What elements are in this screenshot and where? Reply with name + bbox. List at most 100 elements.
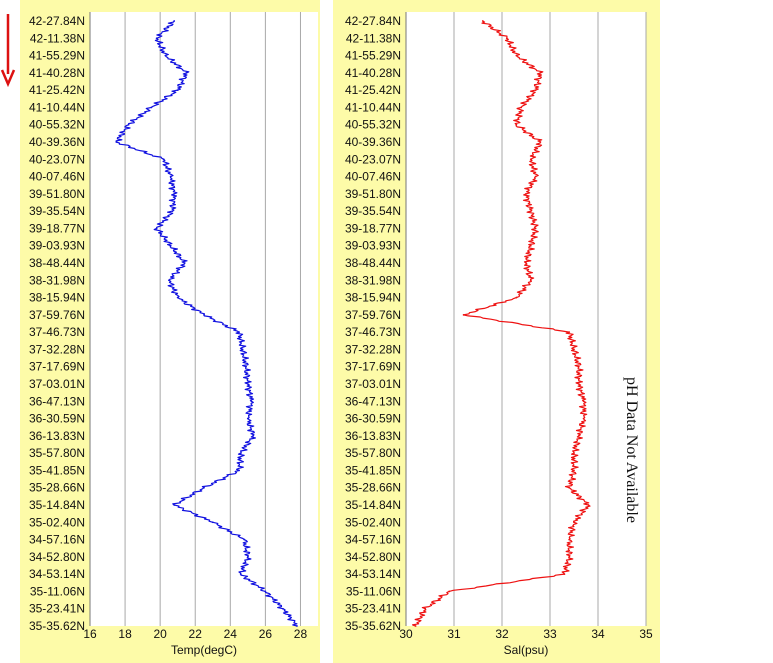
- sal-data-point: [568, 555, 571, 558]
- temp-y-tick-label: 39-51.80N: [29, 187, 85, 201]
- temp-y-tick-label: 34-57.16N: [29, 533, 85, 547]
- sal-y-tick-label: 37-46.73N: [345, 325, 401, 339]
- sal-y-tick-label: 36-13.83N: [345, 429, 401, 443]
- temp-data-point: [246, 383, 249, 385]
- temp-y-tick-label: 35-41.85N: [29, 463, 85, 477]
- sal-y-tick-label: 42-11.38N: [346, 31, 401, 45]
- sal-data-point: [573, 521, 575, 524]
- sal-data-point: [462, 313, 465, 316]
- temp-y-tick-label: 35-28.66N: [29, 481, 85, 495]
- sal-y-tick-label: 35-41.85N: [345, 463, 401, 477]
- temp-data-point: [173, 192, 176, 195]
- sal-plot-area: [406, 12, 646, 626]
- sal-y-tick-label: 35-02.40N: [345, 515, 401, 529]
- temp-data-point: [203, 486, 205, 489]
- temp-series-line: [115, 20, 298, 627]
- temp-x-tick-label: 20: [153, 627, 167, 641]
- temp-y-tick-label: 35-57.80N: [29, 446, 85, 460]
- sal-data-point: [573, 348, 575, 351]
- temp-y-tick-label: 42-11.38N: [30, 31, 85, 45]
- sal-data-point: [539, 71, 542, 74]
- sal-data-point: [577, 365, 580, 368]
- sal-y-tick-label: 34-52.80N: [345, 550, 401, 564]
- temp-y-tick-label: 40-23.07N: [29, 152, 85, 166]
- sal-data-point: [525, 262, 527, 264]
- temp-x-tick-label: 24: [224, 627, 238, 641]
- sal-data-point: [515, 54, 518, 57]
- sal-data-point: [481, 20, 484, 22]
- temp-data-point: [245, 365, 247, 368]
- sal-data-point: [529, 244, 532, 247]
- sal-y-tick-label: 35-23.41N: [345, 602, 401, 616]
- sal-data-point: [582, 400, 585, 403]
- sal-y-tick-label: 40-23.07N: [345, 152, 401, 166]
- sal-data-point: [515, 123, 518, 126]
- temp-data-point: [164, 54, 167, 57]
- temp-y-tick-label: 36-30.59N: [29, 412, 85, 426]
- temp-y-tick-label: 41-55.29N: [29, 49, 85, 63]
- temp-y-tick-label: 35-35.62N: [29, 619, 85, 633]
- sal-y-tick-label: 38-15.94N: [345, 291, 401, 305]
- sal-data-point: [520, 106, 523, 109]
- temp-y-tick-label: 39-18.77N: [29, 221, 85, 235]
- sal-data-point: [587, 504, 590, 506]
- sal-x-tick-label: 35: [639, 627, 653, 641]
- sal-data-point: [534, 89, 537, 92]
- sal-y-tick-label: 36-47.13N: [345, 394, 401, 408]
- temp-data-point: [246, 417, 249, 420]
- sal-data-point: [529, 158, 532, 161]
- temperature-chart: 16 18 20 22 24 26 28 42-27.84N 42-11.38N 41-55.29…: [29, 12, 318, 657]
- sal-x-tick-label: 31: [447, 627, 461, 641]
- temp-data-point: [173, 504, 176, 506]
- temp-data-point: [241, 348, 244, 351]
- temp-data-point: [238, 469, 240, 472]
- temp-y-tick-label: 41-40.28N: [29, 66, 85, 80]
- temp-data-point: [238, 331, 240, 334]
- temp-data-point: [252, 434, 255, 437]
- down-arrow-icon: [0, 14, 16, 88]
- temp-y-tick-label: 36-47.13N: [29, 394, 85, 408]
- sal-y-tick-label: 41-40.28N: [345, 66, 401, 80]
- temp-data-point: [176, 89, 179, 92]
- temp-data-point: [246, 555, 249, 558]
- temp-data-point: [155, 37, 158, 40]
- temp-data-point: [150, 106, 153, 109]
- temp-y-tick-label: 39-03.93N: [29, 239, 85, 253]
- sal-data-point: [529, 210, 532, 213]
- temp-data-point: [239, 452, 242, 455]
- temp-plot-area: [90, 12, 318, 626]
- sal-y-tick-label: 36-30.59N: [345, 412, 401, 426]
- temp-data-point: [173, 20, 176, 22]
- sal-x-tick-label: 30: [399, 627, 413, 641]
- temp-y-tick-label: 39-35.54N: [29, 204, 85, 218]
- temp-x-tick-label: 26: [259, 627, 273, 641]
- sal-data-point: [568, 331, 571, 334]
- temp-data-point: [127, 123, 130, 126]
- sal-y-tick-label: 35-11.06N: [346, 584, 401, 598]
- temp-y-tick-label: 37-46.73N: [29, 325, 85, 339]
- sal-y-tick-label: 39-03.93N: [345, 239, 401, 253]
- sal-y-tick-label: 42-27.84N: [345, 14, 401, 28]
- sal-y-tick-label: 39-35.54N: [345, 204, 401, 218]
- temp-data-point: [176, 296, 179, 299]
- sal-y-tick-label: 41-55.29N: [345, 49, 401, 63]
- sal-y-tick-label: 41-10.44N: [345, 100, 401, 114]
- sal-y-tick-label: 35-28.66N: [345, 481, 401, 495]
- sal-x-tick-label: 34: [591, 627, 605, 641]
- sal-data-point: [414, 625, 417, 627]
- sal-y-tick-label: 38-31.98N: [345, 273, 401, 287]
- sal-data-point: [534, 227, 537, 230]
- temp-x-tick-label: 22: [189, 627, 203, 641]
- temp-data-point: [282, 607, 284, 610]
- sal-y-tick-label: 37-17.69N: [345, 360, 401, 374]
- temp-data-point: [296, 625, 298, 627]
- sal-data-point: [577, 383, 580, 385]
- sal-data-point: [577, 434, 580, 437]
- temp-data-point: [162, 158, 165, 161]
- temp-data-point: [243, 538, 246, 541]
- temp-y-tick-label: 42-27.84N: [29, 14, 85, 28]
- sal-data-point: [573, 452, 575, 455]
- temp-y-tick-label: 37-32.28N: [29, 342, 85, 356]
- temp-data-point: [169, 244, 172, 247]
- sal-y-tick-label: 41-25.42N: [345, 83, 401, 97]
